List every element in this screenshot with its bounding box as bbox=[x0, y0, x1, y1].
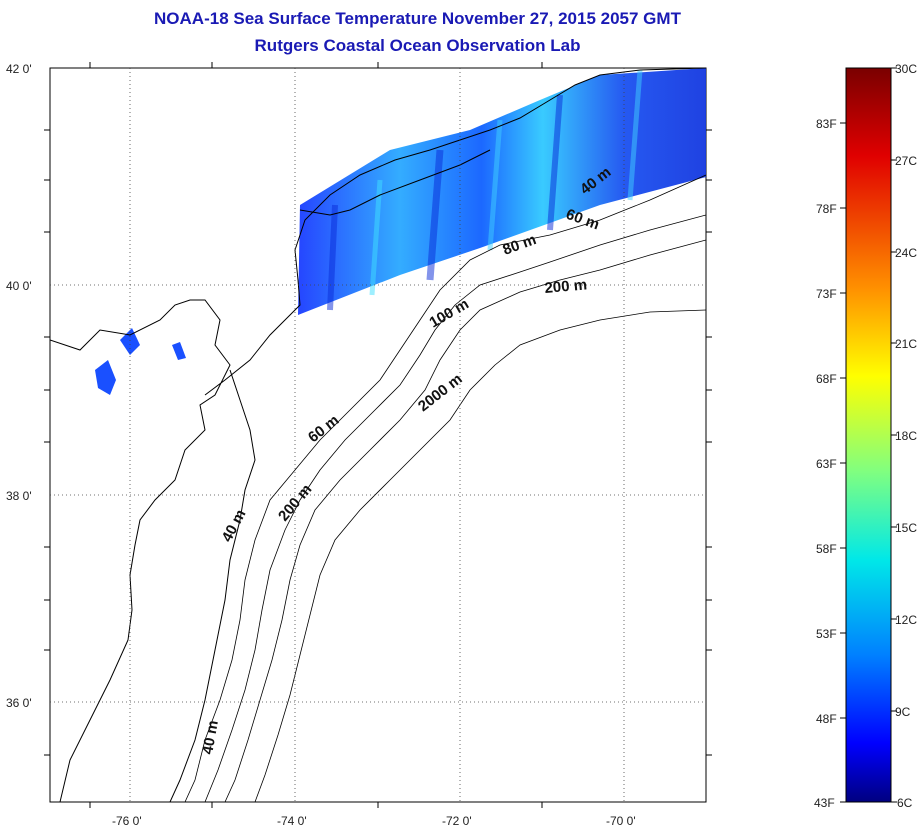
colorbar-c-label: 21C bbox=[895, 337, 917, 351]
frame-ticks bbox=[44, 62, 712, 808]
map-subtitle: Rutgers Coastal Ocean Observation Lab bbox=[254, 36, 581, 55]
colorbar-f-label: 83F bbox=[816, 117, 837, 131]
depth-contour bbox=[254, 309, 706, 802]
bay-sst-patch bbox=[95, 360, 116, 395]
depth-contour bbox=[184, 174, 706, 802]
colorbar-c-label: 24C bbox=[895, 246, 917, 260]
colorbar-c-label: 12C bbox=[895, 613, 917, 627]
colorbar-f-label: 43F bbox=[814, 796, 835, 810]
lon-tick-label: -76 0' bbox=[112, 814, 142, 828]
bay-sst-patch bbox=[120, 328, 140, 355]
colorbar-c-label: 9C bbox=[895, 705, 911, 719]
colorbar-c-label: 15C bbox=[895, 521, 917, 535]
contour-label: 40 m bbox=[199, 719, 222, 756]
map-title: NOAA-18 Sea Surface Temperature November… bbox=[154, 9, 681, 28]
colorbar-f-label: 53F bbox=[816, 627, 837, 641]
lon-tick-label: -70 0' bbox=[606, 814, 636, 828]
graticule bbox=[50, 68, 706, 802]
depth-contour bbox=[204, 214, 706, 802]
colorbar-c-label: 6C bbox=[897, 796, 913, 810]
colorbar bbox=[845, 67, 892, 803]
colorbar-f-label: 78F bbox=[816, 202, 837, 216]
colorbar-c-label: 30C bbox=[895, 62, 917, 76]
bay-sst-patch bbox=[172, 342, 186, 360]
colorbar-f-label: 63F bbox=[816, 457, 837, 471]
colorbar-c-label: 18C bbox=[895, 429, 917, 443]
lat-tick-label: 42 0' bbox=[6, 62, 32, 76]
colorbar-f-label: 58F bbox=[816, 542, 837, 556]
lat-tick-label: 40 0' bbox=[6, 279, 32, 293]
colorbar-f-label: 48F bbox=[816, 712, 837, 726]
depth-contour bbox=[224, 239, 706, 802]
colorbar-f-label: 68F bbox=[816, 372, 837, 386]
coastline bbox=[50, 68, 706, 802]
swath-streaks bbox=[327, 69, 643, 311]
sst-swath bbox=[298, 68, 706, 315]
lat-tick-label: 36 0' bbox=[6, 696, 32, 710]
contour-label: 200 m bbox=[544, 276, 588, 297]
colorbar-c-label: 27C bbox=[895, 154, 917, 168]
colorbar-f-label: 73F bbox=[816, 287, 837, 301]
lat-tick-label: 38 0' bbox=[6, 489, 32, 503]
colorbar-ticks bbox=[840, 67, 897, 803]
lon-tick-label: -72 0' bbox=[442, 814, 472, 828]
lon-tick-label: -74 0' bbox=[277, 814, 307, 828]
